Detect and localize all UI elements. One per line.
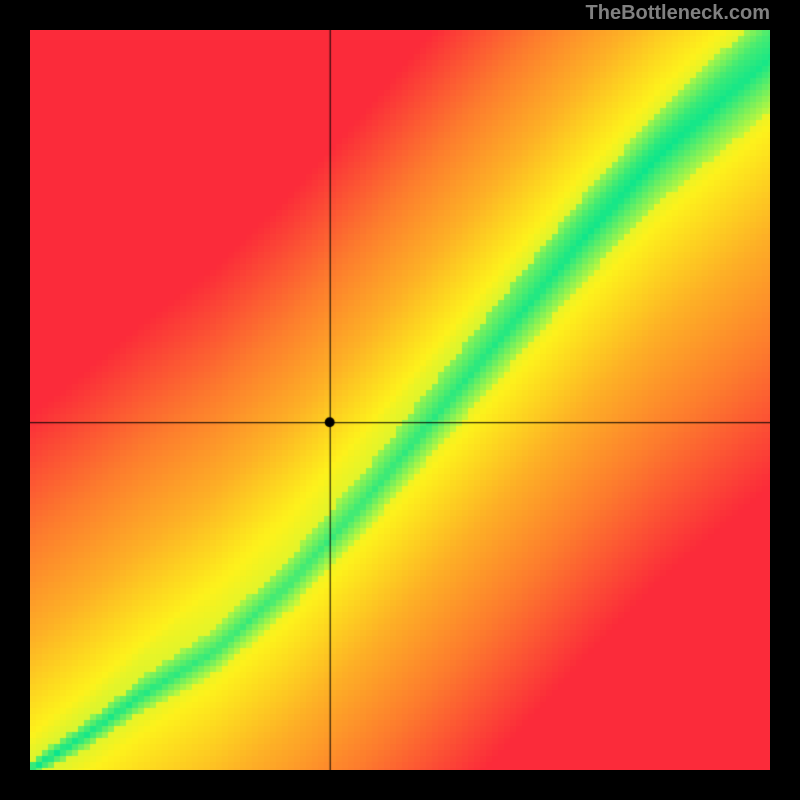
watermark-text: TheBottleneck.com xyxy=(586,2,770,25)
heatmap-canvas xyxy=(30,30,770,770)
chart-container: TheBottleneck.com xyxy=(0,0,800,800)
plot-area xyxy=(30,30,770,770)
